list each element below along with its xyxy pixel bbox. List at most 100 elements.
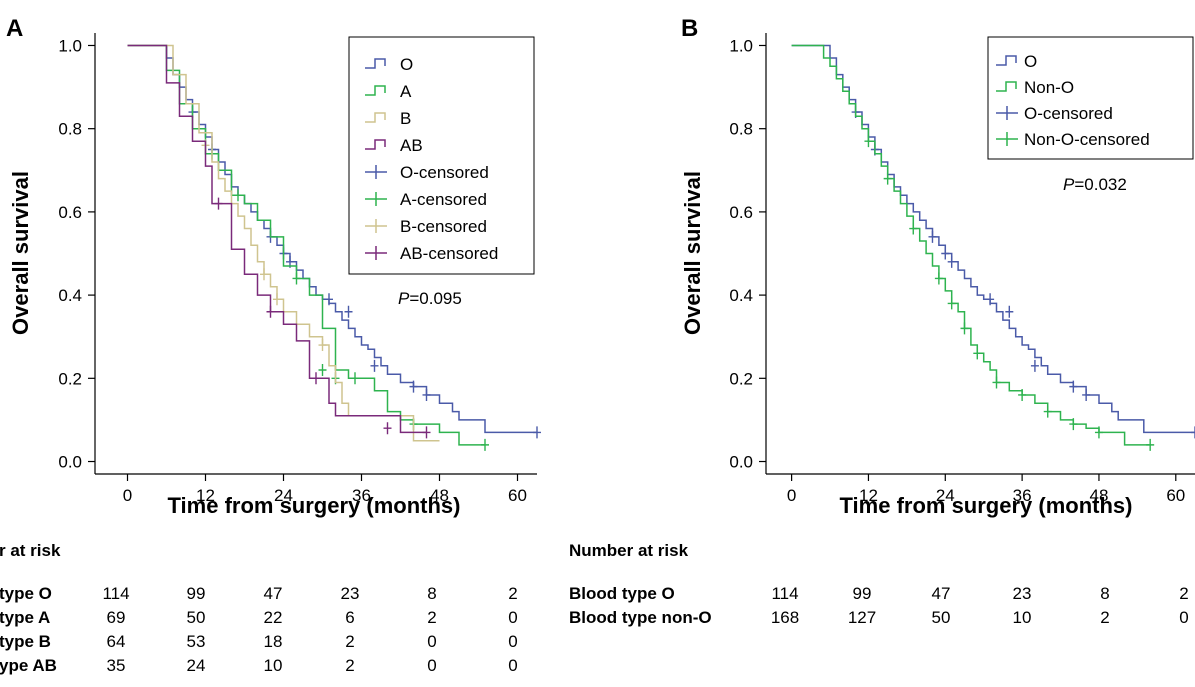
- risk-table-a-cell: 2: [345, 656, 354, 675]
- risk-table-a-row-label: type O: [0, 584, 52, 603]
- risk-table-a-cell: 114: [102, 584, 129, 603]
- panel-a-legend-key: [365, 192, 387, 206]
- panel-b-p-value: P=0.032: [1063, 175, 1127, 194]
- panel-a-legend-key: [365, 165, 387, 179]
- panel-a-legend-key: [365, 139, 386, 150]
- risk-table-b-cell: 127: [848, 608, 876, 627]
- panel-b-censor-mark-non-o-censored: [992, 376, 1001, 389]
- risk-table-a-cell: 0: [508, 632, 517, 651]
- panel-a-censor-mark-b: [273, 293, 281, 306]
- panel-b-legend-non-o: Non-O: [1024, 78, 1074, 97]
- panel-b-legend-non-o-censored: Non-O-censored: [1024, 130, 1150, 149]
- panel-a-legend-a-censored: A-censored: [400, 190, 487, 209]
- risk-table-a-cell: 99: [187, 584, 206, 603]
- risk-table-b-cell: 47: [932, 584, 951, 603]
- panel-a-legend-o-censored: O-censored: [400, 163, 489, 182]
- panel-a-axes: 0.0 0.2 0.4 0.6 0.8 1.0 0 12 24 36 48 60: [58, 33, 537, 505]
- panel-b-y-tick-label: 1.0: [729, 36, 753, 55]
- panel-a-censor-mark-o: [533, 426, 541, 439]
- panel-b-series-o-line: [791, 44, 1195, 434]
- panel-b-x-tick-label: 0: [787, 486, 796, 505]
- panel-b-axes: 0.0 0.2 0.4 0.6 0.8 1.0 0 12 24 36 48 60: [729, 33, 1195, 505]
- risk-table-a-cell: 47: [264, 584, 283, 603]
- panel-b-y-tick-label: 0.6: [729, 203, 753, 222]
- panel-a-legend-box: [348, 36, 535, 275]
- panel-a-censor-mark-a: [234, 189, 242, 202]
- panel-a-legend-key: [365, 246, 387, 260]
- panel-b-censor-mark-o: [1005, 305, 1014, 318]
- risk-table-a-cell: 0: [427, 632, 436, 651]
- panel-b-legend-o: O: [1024, 52, 1037, 71]
- risk-table-b-row-label: Blood type O: [569, 584, 675, 603]
- risk-table-b-cell: 23: [1013, 584, 1032, 603]
- risk-table-a-row-label: ype AB: [0, 656, 57, 675]
- risk-table-a-cell: 0: [427, 656, 436, 675]
- risk-table-a-row-label: type A: [0, 608, 50, 627]
- panel-b-legend: O Non-O O-censored Non-O-censored: [987, 36, 1194, 160]
- panel-b-legend-key: [996, 55, 1017, 66]
- panel-b-censor-mark-non-o-censored: [1146, 438, 1155, 451]
- panel-b-censor-mark-o: [1082, 388, 1091, 401]
- panel-a-series-ab-line: [127, 44, 427, 434]
- panel-a-censor-mark-o: [370, 359, 379, 372]
- panel-a-censor-mark-ab: [312, 372, 320, 385]
- risk-table-a-cell: 35: [107, 656, 126, 675]
- panel-a-censor-mark-a: [318, 363, 327, 376]
- panel-a-y-tick-label: 0.8: [58, 120, 82, 139]
- panel-a-x-tick-label: 12: [196, 486, 215, 505]
- panel-b-censor-mark-o: [941, 247, 950, 260]
- panel-b-censor-mark-non-o-censored: [1094, 426, 1103, 439]
- risk-table-b-cell: 50: [932, 608, 951, 627]
- panel-b-y-tick-label: 0.8: [729, 120, 753, 139]
- panel-b-censor-mark-o: [986, 293, 995, 306]
- panel-b-legend-key: [996, 106, 1018, 120]
- panel-a-plot-area: [127, 44, 541, 451]
- panel-a-censor-mark-b: [318, 339, 327, 352]
- panel-b-legend-key: [996, 81, 1017, 92]
- panel-a-censor-mark-b: [260, 268, 268, 281]
- panel-a-censor-mark-o: [409, 380, 418, 393]
- panel-a-censor-mark-a: [351, 372, 359, 385]
- risk-table-a-cell: 2: [427, 608, 436, 627]
- panel-a-legend-key: [365, 85, 386, 96]
- panel-a-legend-keys: [365, 58, 387, 260]
- panel-b-censor-mark-o: [1069, 380, 1078, 393]
- risk-table-a-cell: 22: [264, 608, 283, 627]
- panel-a-censor-mark-ab: [383, 422, 392, 435]
- risk-table-b-heading: Number at risk: [569, 541, 689, 560]
- panel-b-p-label: P: [1063, 175, 1075, 194]
- panel-a-legend-key: [365, 58, 386, 69]
- risk-table-b: Number at risk Blood type O 114 99 47 23 8 2Bl…: [569, 541, 1189, 627]
- panel-b-censor-mark-non-o-censored: [909, 222, 918, 235]
- panel-a-censor-mark-ab: [422, 426, 431, 439]
- panel-a-x-axis-title: Time from surgery (months): [168, 493, 461, 518]
- panel-b-y-tick-label: 0.2: [729, 369, 753, 388]
- risk-table-a-cell: 53: [187, 632, 206, 651]
- panel-a-x-tick-label: 36: [352, 486, 371, 505]
- panel-b-x-axis-title: Time from surgery (months): [840, 493, 1133, 518]
- panel-a-censor-mark-ab: [214, 197, 223, 210]
- risk-table-a-cell: 0: [508, 608, 517, 627]
- panel-b: B Overall survival Time from surgery (mo…: [680, 15, 1195, 518]
- panel-b-legend-keys: [996, 55, 1018, 146]
- panel-a-legend-key: [365, 112, 386, 123]
- risk-table-b-cell: 2: [1179, 584, 1188, 603]
- panel-a-censor-mark-o: [344, 305, 353, 318]
- panel-b-censor-mark-o: [947, 255, 956, 268]
- panel-a-y-axis-title: Overall survival: [8, 171, 33, 335]
- panel-b-censor-mark-non-o-censored: [1043, 405, 1052, 418]
- risk-table-a-cell: 23: [341, 584, 360, 603]
- panel-a-censor-mark-ab: [266, 305, 275, 318]
- panel-b-x-tick-label: 24: [936, 486, 955, 505]
- risk-table-a-cell: 24: [187, 656, 206, 675]
- panel-b-censor-mark-non-o-censored: [947, 297, 956, 310]
- panel-a-legend-key: [365, 219, 387, 233]
- panel-b-y-tick-label: 0.0: [729, 453, 753, 472]
- panel-a-x-tick-label: 24: [274, 486, 293, 505]
- panel-a-x-tick-label: 60: [508, 486, 527, 505]
- panel-b-y-tick-label: 0.4: [729, 286, 753, 305]
- panel-b-legend-box: [987, 36, 1194, 160]
- panel-b-p-number: =0.032: [1074, 175, 1126, 194]
